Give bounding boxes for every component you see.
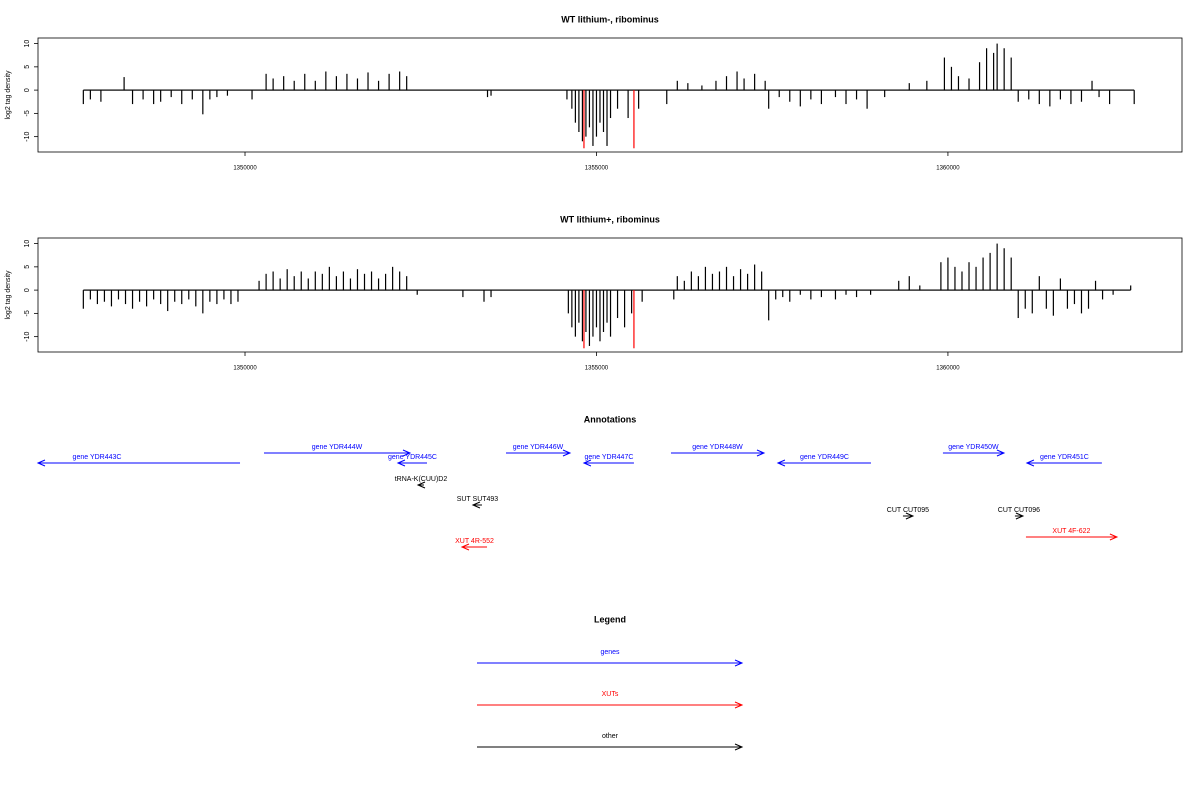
feature-arrow-head: [36, 459, 46, 467]
legend-arrow-head: [734, 659, 744, 667]
feature-label: XUT 4F-622: [1052, 528, 1090, 535]
y-axis-label: log2 tag density: [5, 70, 12, 120]
x-tick-label: 1355000: [585, 366, 609, 372]
feature-label: gene YDR450W: [948, 444, 999, 451]
legend-arrow-head: [734, 743, 744, 751]
feature-arrow-head: [582, 459, 592, 467]
x-tick-label: 1360000: [936, 166, 960, 172]
feature-label: gene YDR444W: [312, 444, 363, 451]
y-tick-label: 10: [24, 40, 31, 48]
feature-label: CUT CUT096: [998, 507, 1040, 514]
y-tick-label: -10: [24, 131, 31, 141]
feature-arrow-head: [905, 512, 915, 520]
annotations-title: Annotations: [584, 414, 637, 424]
feature-arrow-head: [562, 449, 572, 457]
y-axis-label: log2 tag density: [5, 270, 12, 320]
x-tick-label: 1350000: [233, 166, 257, 172]
feature-label: SUT SUT493: [457, 496, 499, 503]
legend-arrow-head: [734, 701, 744, 709]
feature-arrow-head: [471, 501, 481, 509]
x-tick-label: 1360000: [936, 366, 960, 372]
feature-label: gene YDR446W: [513, 444, 564, 451]
y-tick-label: 0: [24, 288, 31, 292]
feature-arrow-head: [402, 449, 412, 457]
feature-arrow-head: [1109, 533, 1119, 541]
feature-arrow-head: [996, 449, 1006, 457]
chart-title: WT lithium+, ribominus: [560, 214, 660, 224]
x-tick-label: 1355000: [585, 166, 609, 172]
feature-label: tRNA-K(CUU)D2: [395, 476, 448, 483]
feature-arrow-head: [1015, 512, 1025, 520]
feature-label: gene YDR449C: [800, 454, 849, 461]
feature-arrow-head: [396, 459, 406, 467]
feature-label: XUT 4R-552: [455, 538, 494, 545]
feature-label: gene YDR445C: [388, 454, 437, 461]
chart-title: WT lithium-, ribominus: [561, 14, 659, 24]
y-tick-label: 10: [24, 240, 31, 248]
plot-frame: [37, 37, 1183, 153]
legend-label: genes: [600, 649, 620, 656]
legend-label: XUTs: [602, 691, 619, 698]
feature-label: gene YDR451C: [1040, 454, 1089, 461]
feature-arrow-head: [1025, 459, 1035, 467]
plot-frame: [37, 237, 1183, 353]
feature-arrow-head: [460, 543, 470, 551]
feature-label: gene YDR447C: [584, 454, 633, 461]
feature-arrow-head: [756, 449, 766, 457]
x-tick-label: 1350000: [233, 366, 257, 372]
y-tick-label: 0: [24, 88, 31, 92]
feature-label: gene YDR448W: [692, 444, 743, 451]
legend-title: Legend: [594, 614, 626, 624]
feature-arrow-head: [416, 481, 426, 489]
y-tick-label: 5: [24, 265, 31, 269]
y-tick-label: -10: [24, 331, 31, 341]
y-tick-label: -5: [24, 110, 31, 116]
y-tick-label: -5: [24, 310, 31, 316]
feature-arrow-head: [776, 459, 786, 467]
feature-label: gene YDR443C: [73, 454, 122, 461]
feature-label: CUT CUT095: [887, 507, 929, 514]
y-tick-label: 5: [24, 65, 31, 69]
legend-label: other: [602, 733, 619, 740]
